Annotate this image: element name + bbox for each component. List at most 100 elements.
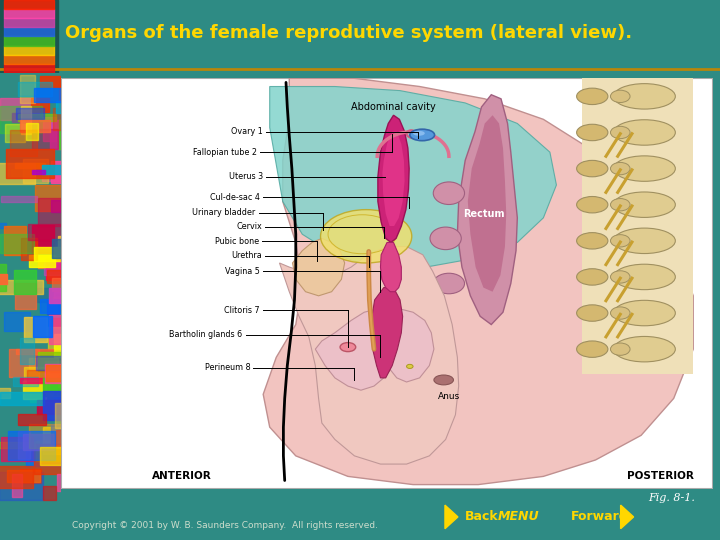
Bar (42, 390, 71, 420)
Bar (21, 238, 37, 260)
Bar (51, 424, 66, 444)
Text: Pubic bone: Pubic bone (215, 237, 258, 246)
Bar (9, 349, 39, 376)
Bar (32, 129, 58, 149)
Ellipse shape (613, 264, 675, 289)
Ellipse shape (577, 197, 608, 213)
Text: Abdominal cavity: Abdominal cavity (351, 102, 436, 112)
Ellipse shape (577, 341, 608, 357)
Bar (26, 451, 64, 466)
Bar (4, 55, 54, 64)
Polygon shape (445, 505, 458, 529)
Bar (29, 424, 76, 449)
Bar (18, 82, 52, 96)
Text: Cervix: Cervix (236, 222, 262, 231)
Bar (48, 327, 74, 349)
Bar (58, 376, 85, 387)
Polygon shape (378, 115, 409, 242)
Bar (40, 76, 60, 87)
Bar (0, 274, 7, 284)
Bar (0, 163, 35, 184)
Polygon shape (279, 247, 459, 464)
Bar (66, 433, 79, 450)
Bar (0, 392, 44, 406)
Bar (18, 114, 56, 120)
Text: Rectum: Rectum (463, 209, 504, 219)
Ellipse shape (407, 364, 413, 368)
Bar (34, 443, 69, 474)
Bar (52, 239, 75, 258)
Ellipse shape (611, 343, 630, 355)
Bar (10, 130, 37, 156)
Bar (0, 0, 58, 73)
Bar (53, 279, 79, 291)
Bar (14, 163, 45, 167)
Bar (12, 113, 39, 123)
Bar (4, 45, 54, 55)
Text: Uterus 3: Uterus 3 (229, 172, 264, 181)
Bar (24, 434, 53, 450)
Bar (40, 299, 66, 313)
Bar (18, 414, 45, 425)
Text: Clitoris 7: Clitoris 7 (225, 306, 260, 315)
Text: MENU: MENU (498, 510, 539, 523)
Bar (8, 431, 55, 460)
Polygon shape (468, 115, 506, 292)
Bar (37, 287, 73, 302)
Text: POSTERIOR: POSTERIOR (627, 471, 694, 481)
Bar (42, 174, 73, 181)
Bar (45, 361, 63, 380)
Bar (48, 299, 59, 314)
Bar (43, 487, 56, 500)
Bar (1, 437, 33, 461)
Bar (34, 88, 78, 102)
Bar (54, 393, 66, 399)
Bar (18, 431, 30, 459)
Bar (40, 447, 67, 463)
Polygon shape (582, 78, 693, 374)
Bar (4, 18, 54, 28)
Ellipse shape (320, 210, 412, 263)
Bar (51, 200, 91, 212)
Bar (20, 120, 50, 132)
Polygon shape (621, 505, 634, 529)
Ellipse shape (613, 84, 675, 109)
Bar (14, 270, 37, 294)
Ellipse shape (433, 273, 464, 294)
Ellipse shape (430, 227, 462, 249)
Bar (0, 223, 6, 228)
Bar (40, 447, 78, 465)
Bar (43, 117, 56, 140)
Ellipse shape (613, 192, 675, 218)
Bar (12, 170, 53, 177)
Bar (0, 105, 42, 133)
Bar (58, 474, 77, 491)
Text: Copyright © 2001 by W. B. Saunders Company.  All rights reserved.: Copyright © 2001 by W. B. Saunders Compa… (72, 521, 378, 530)
Bar (0, 442, 35, 448)
Polygon shape (380, 242, 401, 292)
Polygon shape (315, 308, 434, 390)
Bar (58, 235, 98, 248)
Ellipse shape (413, 131, 425, 136)
Bar (0, 280, 42, 294)
Bar (35, 185, 76, 211)
Bar (32, 98, 50, 112)
Ellipse shape (611, 90, 630, 103)
Bar (43, 378, 73, 396)
Bar (66, 98, 89, 114)
Bar (56, 430, 101, 448)
Ellipse shape (613, 228, 675, 254)
Text: Back: Back (464, 510, 498, 523)
Bar (45, 364, 71, 383)
Bar (4, 9, 54, 18)
Ellipse shape (410, 129, 435, 141)
Bar (50, 120, 73, 149)
Bar (0, 98, 39, 120)
Bar (4, 124, 24, 142)
Text: Perineum 8: Perineum 8 (204, 363, 250, 372)
Bar (28, 224, 71, 240)
Bar (64, 287, 110, 297)
Ellipse shape (577, 124, 608, 141)
Bar (12, 474, 22, 497)
Bar (7, 470, 40, 482)
